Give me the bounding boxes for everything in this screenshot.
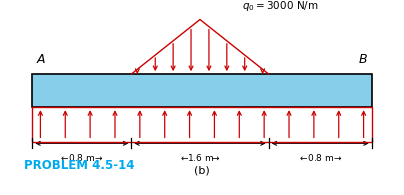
Text: A: A [36, 53, 45, 66]
Text: $\leftarrow\!0.8\ \mathrm{m}\!\rightarrow$: $\leftarrow\!0.8\ \mathrm{m}\!\rightarro… [59, 152, 104, 163]
Bar [32, 74, 372, 107]
Bar [32, 107, 372, 142]
Text: PROBLEM 4.5-14: PROBLEM 4.5-14 [24, 159, 135, 172]
Text: $\leftarrow\!\!1.6\ \mathrm{m}\!\!\rightarrow$: $\leftarrow\!\!1.6\ \mathrm{m}\!\!\right… [179, 152, 221, 163]
Text: $\leftarrow\!0.8\ \mathrm{m}\!\rightarrow$: $\leftarrow\!0.8\ \mathrm{m}\!\rightarro… [298, 152, 343, 163]
Text: B: B [359, 53, 368, 66]
Text: $q_0 = 3000\ \mathrm{N/m}$: $q_0 = 3000\ \mathrm{N/m}$ [242, 0, 319, 13]
Text: (b): (b) [194, 166, 210, 176]
